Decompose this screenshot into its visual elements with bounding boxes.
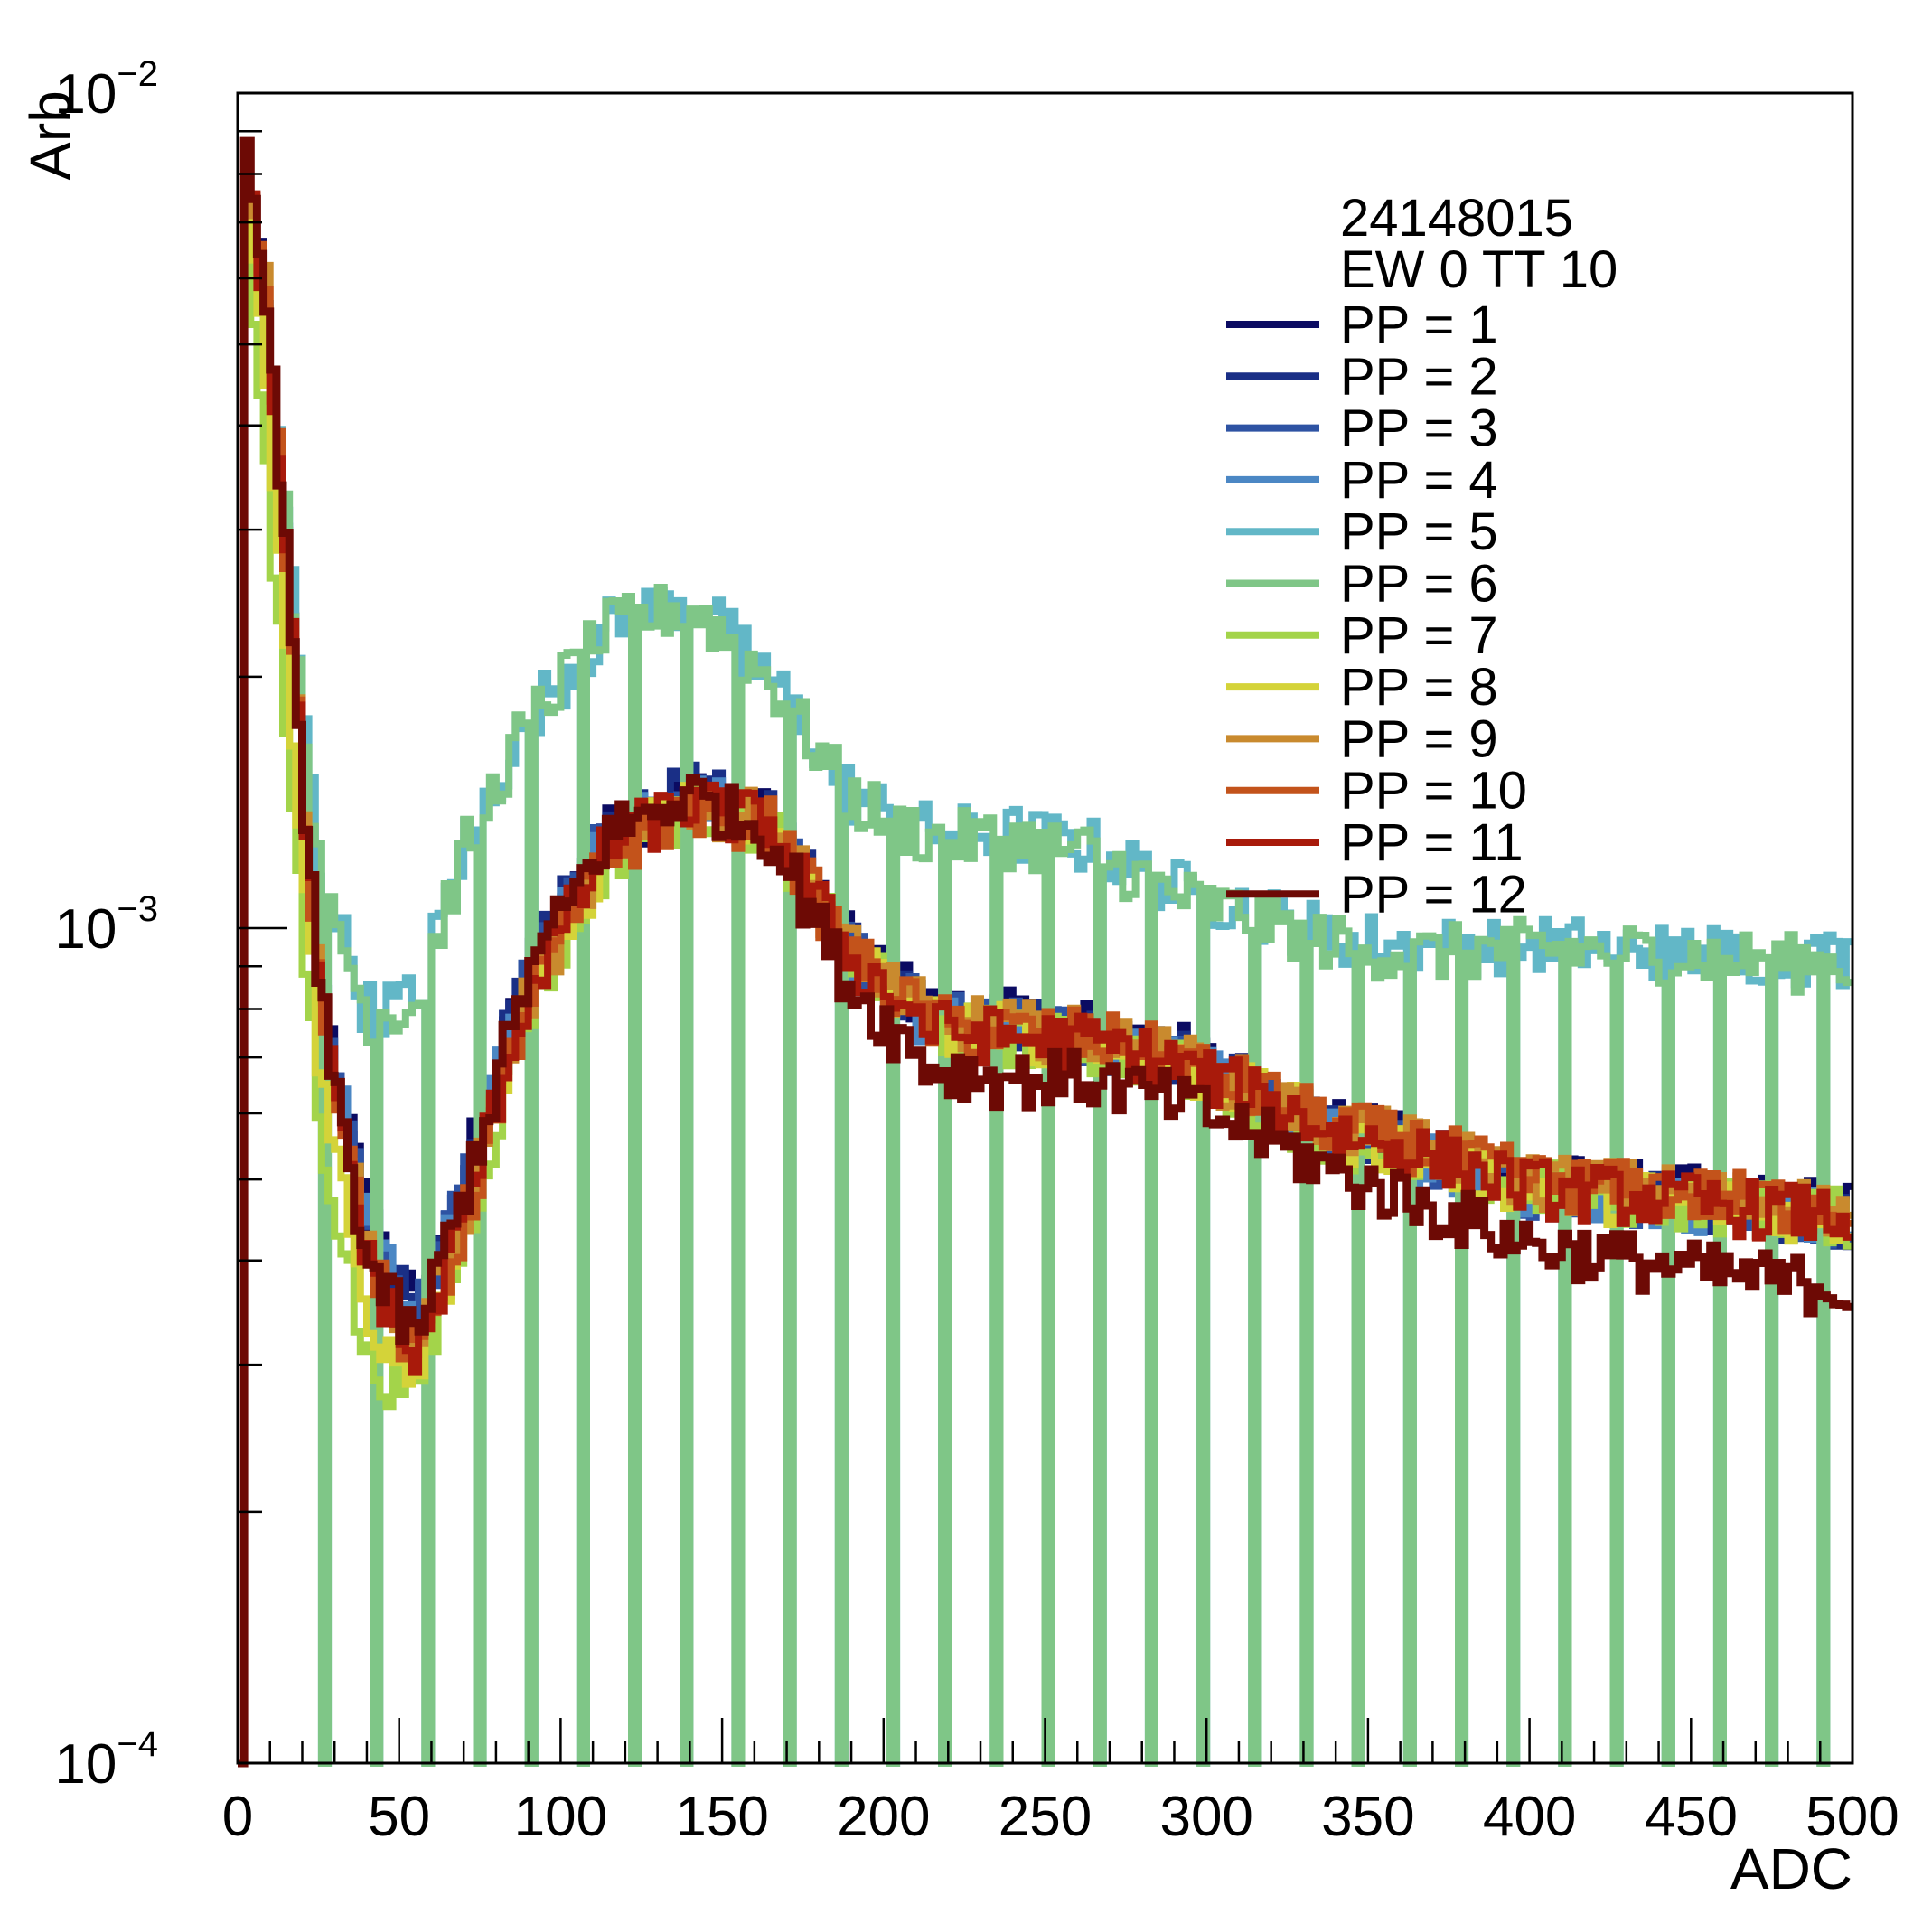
x-tick-label: 450 xyxy=(1645,1786,1738,1848)
legend-items: PP = 1PP = 2PP = 3PP = 4PP = 5PP = 6PP =… xyxy=(1226,296,1527,924)
legend-label: PP = 3 xyxy=(1340,399,1498,458)
series-line-pp-11 xyxy=(238,155,1852,1767)
x-tick-label: 400 xyxy=(1483,1786,1576,1848)
y-axis: 10−4 10−3 10−2 xyxy=(54,54,287,1796)
legend-header-config: EW 0 TT 10 xyxy=(1340,240,1618,299)
x-tick-label: 350 xyxy=(1321,1786,1414,1848)
x-tick-label: 500 xyxy=(1805,1786,1899,1848)
legend-label: PP = 6 xyxy=(1340,555,1498,614)
y-tick-label: 10−4 xyxy=(54,1724,158,1796)
series-line-pp-12 xyxy=(238,136,1852,1768)
x-tick-label: 150 xyxy=(675,1786,768,1848)
legend-label: PP = 8 xyxy=(1340,658,1498,717)
legend-label: PP = 2 xyxy=(1340,347,1498,406)
legend-label: PP = 10 xyxy=(1340,762,1527,821)
x-tick-label: 250 xyxy=(999,1786,1092,1848)
legend-label: PP = 9 xyxy=(1340,709,1498,768)
x-tick-label: 200 xyxy=(837,1786,930,1848)
legend-label: PP = 12 xyxy=(1340,865,1527,924)
x-tick-label: 100 xyxy=(514,1786,607,1848)
y-tick-label: 10−2 xyxy=(54,54,158,126)
legend: 24148015 EW 0 TT 10 PP = 1PP = 2PP = 3PP… xyxy=(1226,189,1618,924)
legend-label: PP = 5 xyxy=(1340,502,1498,561)
series-layer xyxy=(238,136,1852,1768)
y-tick-label: 10−3 xyxy=(54,889,158,961)
x-axis-title: ADC xyxy=(1730,1836,1852,1901)
series-line-pp-6 xyxy=(238,193,1852,1767)
x-tick-label: 300 xyxy=(1159,1786,1252,1848)
legend-header-run: 24148015 xyxy=(1340,189,1573,248)
y-axis-title: Arb xyxy=(18,90,83,181)
legend-label: PP = 11 xyxy=(1340,813,1524,872)
legend-label: PP = 7 xyxy=(1340,606,1498,665)
x-axis: 0 50 100 150 200 250 300 350 400 450 500 xyxy=(222,1718,1899,1848)
legend-label: PP = 4 xyxy=(1340,451,1498,510)
x-tick-label: 0 xyxy=(222,1786,253,1848)
x-tick-label: 50 xyxy=(368,1786,430,1848)
legend-label: PP = 1 xyxy=(1340,296,1498,354)
